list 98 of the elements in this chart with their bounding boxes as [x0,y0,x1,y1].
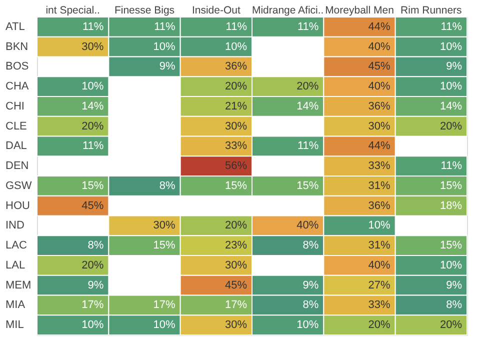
x-tick-label: Inside-Out [192,4,240,16]
data-label: 10% [153,40,176,53]
data-label: 11% [440,20,462,33]
data-label: 45% [368,60,391,73]
y-tick-label: MIL [6,319,24,332]
data-label: 14% [82,100,104,112]
data-label: 20% [368,319,391,332]
data-label: 40% [368,80,391,93]
x-tick-label: int Special.. [46,4,100,16]
y-tick-label: IND [6,220,24,232]
data-label: 31% [368,180,391,192]
data-label: 11% [226,20,248,33]
data-label: 31% [368,240,391,252]
data-label: 11% [82,20,104,33]
data-label: 44% [368,20,391,33]
y-tick-label: GSW [6,180,32,192]
data-label: 21% [224,100,248,112]
data-label: 30% [368,120,391,132]
data-label: 36% [224,60,248,73]
y-tick-label: CHA [6,80,30,93]
data-label: 36% [368,200,391,212]
data-label: 9% [446,279,462,292]
data-label: 45% [82,200,104,212]
data-label: 36% [368,100,391,112]
data-label: 30% [224,319,248,332]
data-label: 20% [82,120,104,132]
data-label: 15% [440,240,462,252]
data-label: 33% [368,160,391,172]
data-label: 17% [82,299,104,312]
data-label: 23% [224,240,248,252]
x-tick-label: Finesse Bigs [114,4,175,16]
data-label: 11% [297,140,319,152]
x-tick-label: Rim Runners [400,4,462,16]
y-tick-label: DEN [6,160,29,172]
data-label: 15% [296,180,319,192]
data-label: 15% [440,180,462,192]
data-label: 9% [302,279,319,292]
data-label: 40% [296,220,319,232]
data-label: 40% [368,259,391,272]
data-label: 11% [154,20,176,33]
data-label: 10% [82,319,104,332]
data-label: 20% [296,80,319,93]
data-label: 9% [446,60,462,73]
y-tick-label: CLE [6,120,27,132]
data-label: 20% [224,80,248,93]
y-tick-label: BKN [6,40,28,53]
data-label: 33% [224,140,248,152]
y-tick-label: HOU [6,200,30,212]
data-label: 15% [224,180,248,192]
data-label: 9% [88,279,104,292]
data-label: 14% [440,100,462,112]
data-label: 30% [224,259,248,272]
data-label: 20% [440,319,462,332]
data-label: 20% [82,259,104,272]
y-tick-label: MEM [6,279,32,292]
y-tick-label: LAC [6,240,27,252]
data-label: 27% [368,279,391,292]
data-label: 10% [296,319,319,332]
data-label: 11% [440,160,462,172]
data-label: 8% [159,180,176,192]
data-label: 17% [153,299,176,312]
y-tick-label: LAL [6,259,26,272]
data-label: 10% [440,80,462,93]
x-tick-label: Moreyball Men [325,4,394,16]
y-tick-label: ATL [6,20,25,33]
data-label: 10% [224,40,248,53]
data-label: 14% [296,100,319,112]
data-label: 56% [224,160,248,172]
y-tick-label: BOS [6,60,29,73]
data-label: 15% [153,240,176,252]
data-label: 33% [368,299,391,312]
data-label: 30% [82,40,104,53]
data-label: 20% [440,120,462,132]
data-label: 44% [368,140,391,152]
data-label: 10% [440,259,462,272]
data-label: 9% [159,60,176,73]
data-label: 8% [302,299,319,312]
data-label: 8% [446,299,462,312]
data-label: 8% [302,240,319,252]
data-label: 17% [224,299,248,312]
data-label: 20% [224,220,248,232]
data-label: 40% [368,40,391,53]
y-tick-label: DAL [6,140,27,152]
data-label: 30% [224,120,248,132]
data-label: 10% [440,40,462,53]
data-label: 30% [153,220,176,232]
y-tick-label: MIA [6,299,26,312]
y-tick-label: CHI [6,100,24,112]
data-label: 10% [82,80,104,93]
data-label: 10% [153,319,176,332]
data-label: 11% [82,140,104,152]
data-label: 10% [368,220,391,232]
data-label: 45% [224,279,248,292]
data-label: 11% [297,20,319,33]
x-tick-label: Midrange Afici.. [252,4,324,16]
data-label: 18% [440,200,462,212]
data-label: 15% [82,180,104,192]
data-label: 8% [88,240,104,252]
